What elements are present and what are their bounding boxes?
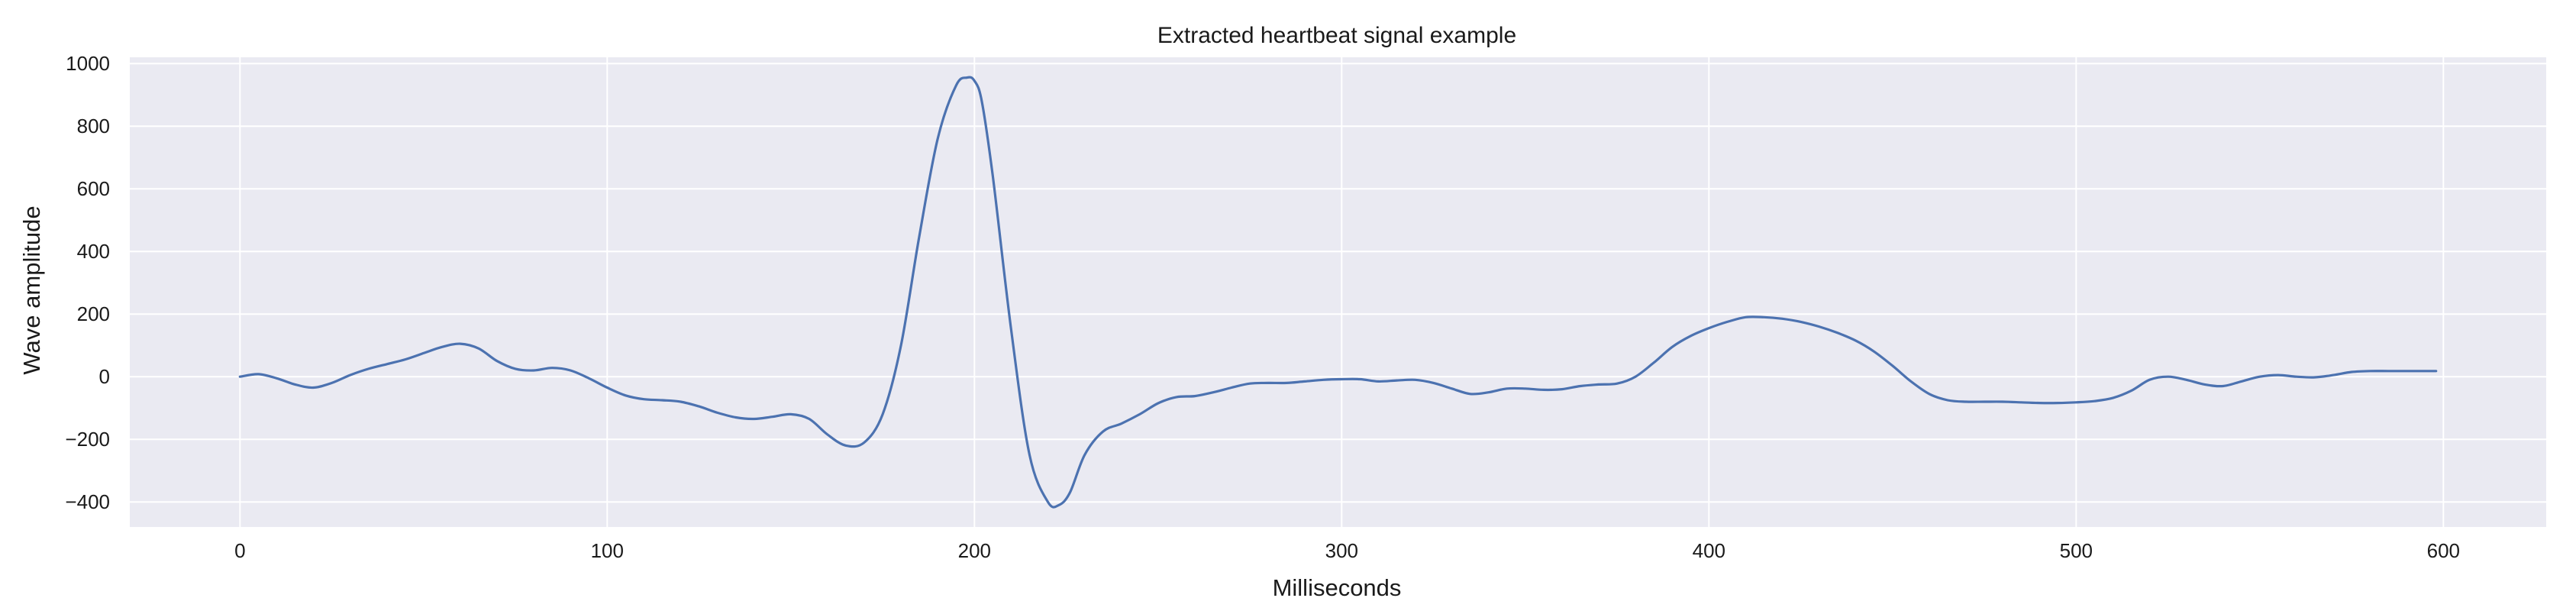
y-tick-label: 200 xyxy=(77,302,110,325)
tick-labels: 0 100 200 300 400 500 600 −400 −200 0 200 400 600 800… xyxy=(65,52,2460,562)
series-line xyxy=(238,76,2438,509)
x-tick-label: 100 xyxy=(591,539,624,562)
y-tick-label: 1000 xyxy=(66,52,110,75)
y-tick-label: 600 xyxy=(77,177,110,200)
x-tick-label: 300 xyxy=(1325,539,1358,562)
x-tick-label: 200 xyxy=(958,539,991,562)
x-tick-label: 0 xyxy=(234,539,245,562)
y-tick-label: −400 xyxy=(65,490,110,513)
y-tick-label: 400 xyxy=(77,240,110,263)
chart-title: Extracted heartbeat signal example xyxy=(1157,23,1516,48)
y-tick-label: −200 xyxy=(65,428,110,451)
plot-area xyxy=(130,57,2546,527)
y-axis-label: Wave amplitude xyxy=(18,205,45,374)
y-tick-label: 0 xyxy=(99,365,110,388)
x-tick-label: 400 xyxy=(1693,539,1725,562)
x-axis-label: Milliseconds xyxy=(1273,574,1402,601)
grid-lines xyxy=(130,57,2546,527)
x-tick-label: 500 xyxy=(2060,539,2093,562)
x-tick-label: 600 xyxy=(2427,539,2460,562)
y-tick-label: 800 xyxy=(77,115,110,137)
